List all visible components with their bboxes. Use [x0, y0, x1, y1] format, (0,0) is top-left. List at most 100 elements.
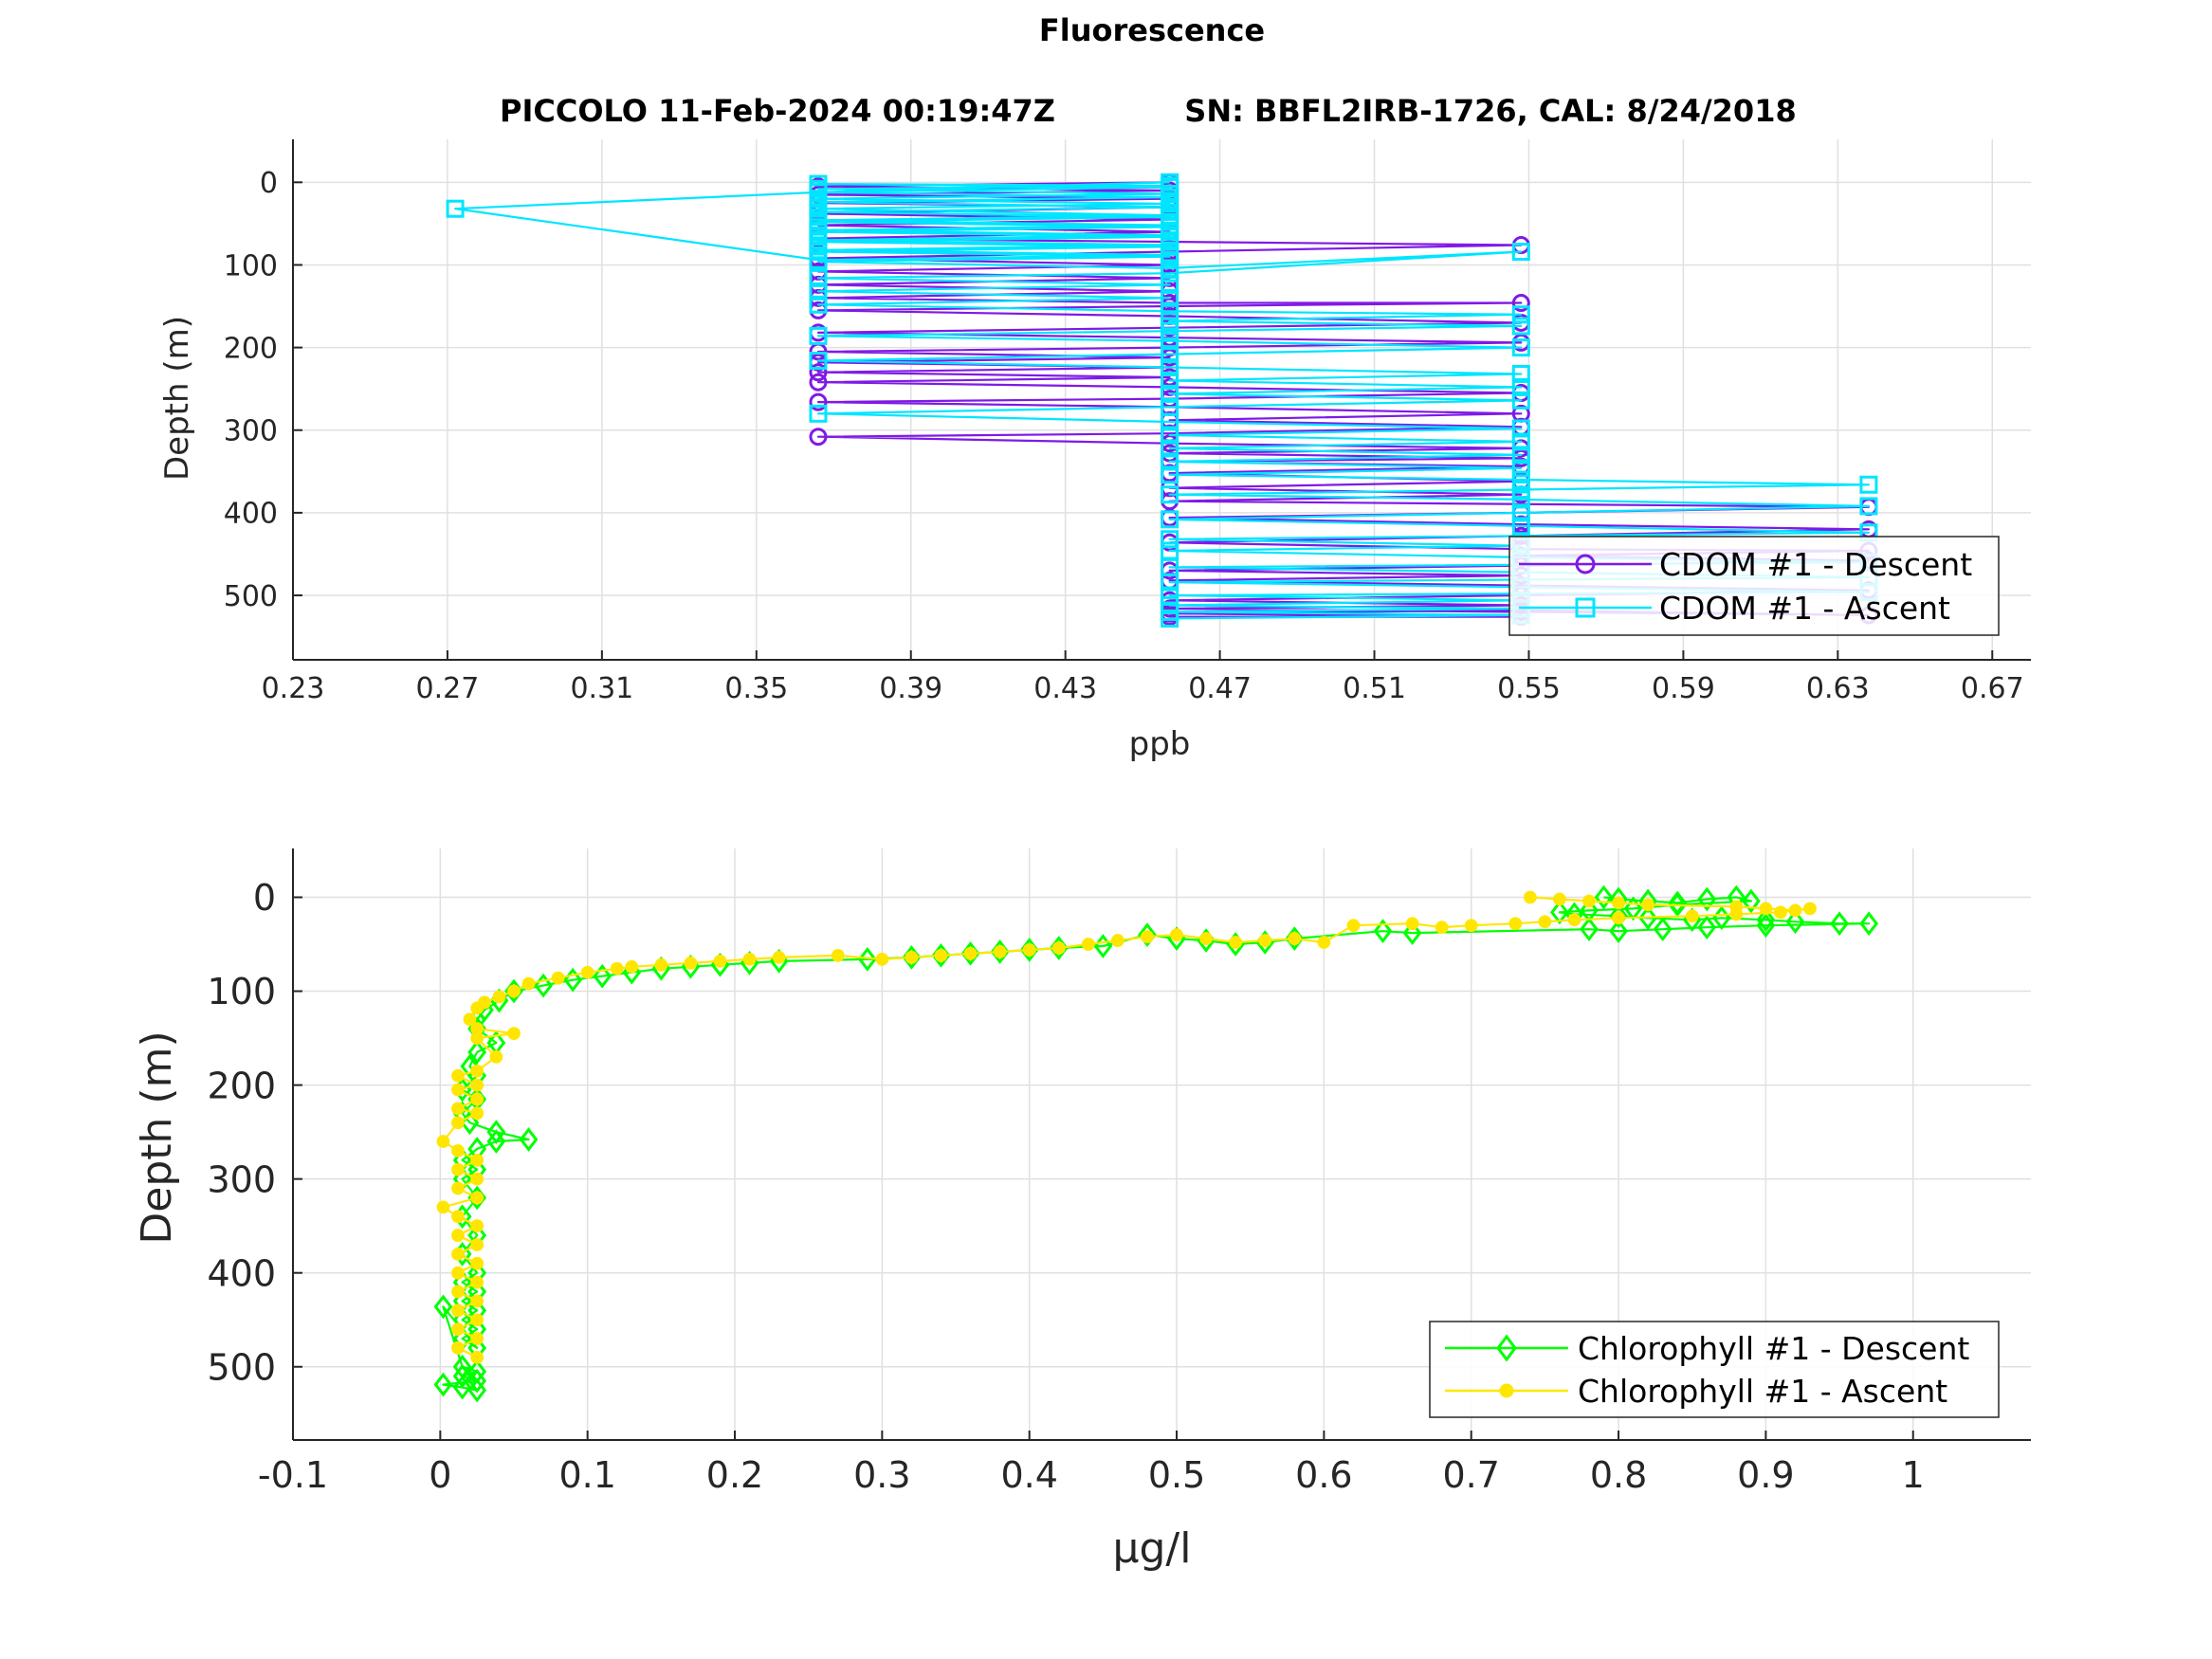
chlorophyll-data-point — [1346, 919, 1361, 933]
cdom-data-point — [1161, 288, 1179, 307]
chlorophyll-data-point — [486, 1120, 506, 1144]
chlorophyll-data-point — [451, 1285, 465, 1299]
chlorophyll-data-point — [1538, 915, 1552, 929]
cdom-data-point — [809, 295, 828, 314]
cdom-x-tick-label: 0.27 — [416, 672, 480, 705]
chlorophyll-data-point — [470, 1238, 484, 1251]
chlorophyll-data-point — [1288, 932, 1302, 945]
chlorophyll-data-point — [451, 1322, 465, 1337]
cdom-data-point — [809, 428, 828, 447]
cdom-legend-descent-marker — [1575, 554, 1596, 574]
cdom-data-point — [809, 241, 828, 260]
chlorophyll-data-point — [470, 1031, 484, 1045]
cdom-y-tick-label: 300 — [224, 415, 278, 448]
chlorophyll-data-point — [470, 1001, 484, 1015]
chlorophyll-data-point — [470, 1078, 484, 1092]
chlorophyll-x-tick-label: 0.5 — [1148, 1454, 1205, 1496]
chlorophyll-data-point — [507, 1027, 521, 1041]
cdom-legend-ascent-marker — [1575, 597, 1596, 618]
chlorophyll-data-point — [1759, 902, 1773, 916]
chlorophyll-data-point — [905, 950, 919, 964]
cdom-data-point — [1859, 475, 1878, 494]
chlorophyll-legend-ascent-label: Chlorophyll #1 - Ascent — [1578, 1373, 1947, 1410]
chlorophyll-data-point — [436, 1135, 450, 1148]
chlorophyll-data-point — [470, 1275, 484, 1289]
chlorophyll-data-point — [772, 950, 786, 964]
chlorophyll-data-point — [857, 947, 877, 972]
chlorophyll-data-point — [519, 1127, 539, 1152]
cdom-data-point — [809, 404, 828, 423]
chlorophyll-data-point — [1653, 917, 1673, 942]
chlorophyll-data-point — [470, 1064, 484, 1078]
chlorophyll-data-point — [433, 1372, 453, 1397]
cdom-data-point — [1511, 432, 1530, 451]
cdom-data-point — [809, 392, 828, 411]
chlorophyll-data-point — [684, 956, 698, 970]
chlorophyll-panel: -0.1 0 0.1 0.2 0.3 0.4 0.5 0.6 0.7 0.8 0.9 1 0 100 200… — [133, 848, 2031, 1573]
chlorophyll-data-point — [1668, 892, 1688, 918]
cdom-panel: 0.23 0.27 0.31 0.35 0.39 0.43 0.47 0.51 0.55 0.59… — [158, 139, 2031, 763]
cdom-data-point — [1161, 185, 1179, 204]
chlorophyll-data-point — [1859, 911, 1879, 937]
cdom-x-tick-label: 0.67 — [1961, 672, 2024, 705]
chlorophyll-data-point — [1199, 932, 1214, 945]
chlorophyll-data-point — [1402, 921, 1422, 946]
chlorophyll-x-tick-label: 0.8 — [1590, 1454, 1647, 1496]
chlorophyll-legend-descent-label: Chlorophyll #1 - Descent — [1578, 1330, 1969, 1367]
chlorophyll-data-point — [467, 1040, 487, 1065]
cdom-data-point — [809, 282, 828, 301]
cdom-data-point — [1161, 586, 1179, 605]
cdom-data-point — [1161, 301, 1179, 320]
chlorophyll-data-point — [1508, 917, 1523, 931]
cdom-legend-descent-label: CDOM #1 - Descent — [1659, 546, 1972, 583]
chlorophyll-data-point — [1051, 941, 1066, 955]
cdom-data-point — [809, 210, 828, 229]
cdom-data-point — [809, 230, 828, 249]
chlorophyll-data-point — [1641, 898, 1655, 912]
cdom-y-tick-label: 500 — [224, 580, 278, 613]
chlorophyll-data-point — [463, 1012, 477, 1027]
chlorophyll-data-point — [1229, 936, 1243, 949]
figure-subtitle-left: PICCOLO 11-Feb-2024 00:19:47Z — [500, 93, 1055, 129]
cdom-data-point — [1161, 236, 1179, 255]
chlorophyll-series-line — [442, 896, 1812, 1358]
cdom-data-point — [1161, 384, 1179, 403]
chlorophyll-data-point — [1141, 930, 1154, 944]
chlorophyll-data-point — [1803, 902, 1817, 916]
cdom-data-point — [1511, 470, 1530, 489]
cdom-x-tick-label: 0.51 — [1343, 672, 1406, 705]
chlorophyll-data-point — [1774, 905, 1787, 920]
cdom-data-point — [1511, 305, 1530, 324]
chlorophyll-data-point — [963, 947, 978, 960]
chlorophyll-data-point — [1022, 943, 1036, 957]
chlorophyll-data-point — [1435, 921, 1449, 935]
chlorophyll-data-point — [451, 1181, 465, 1195]
cdom-legend-box — [1508, 536, 2000, 636]
cdom-data-point — [1161, 397, 1179, 416]
chlorophyll-data-point — [452, 1375, 472, 1400]
chlorophyll-x-tick-label: 0.1 — [558, 1454, 615, 1496]
cdom-data-point — [1511, 517, 1530, 536]
chlorophyll-legend-descent-marker — [1496, 1334, 1517, 1362]
chlorophyll-legend: Chlorophyll #1 - Descent Chlorophyll #1 … — [1429, 1321, 2000, 1418]
chlorophyll-x-tick-label: 0.4 — [1000, 1454, 1057, 1496]
chlorophyll-y-tick-label: 500 — [207, 1346, 276, 1388]
chlorophyll-data-point — [1785, 909, 1805, 935]
cdom-data-point — [809, 250, 828, 269]
chlorophyll-data-point — [1609, 919, 1628, 944]
cdom-y-axis-label: Depth (m) — [158, 316, 196, 481]
chlorophyll-data-point — [1081, 938, 1095, 951]
cdom-series-line — [454, 181, 1871, 620]
chlorophyll-data-point — [1464, 919, 1478, 933]
cdom-data-point — [1161, 439, 1179, 458]
cdom-data-point — [1511, 480, 1530, 499]
chlorophyll-data-point — [1741, 888, 1761, 914]
chlorophyll-data-point — [433, 1294, 453, 1320]
cdom-data-point — [1161, 246, 1179, 264]
chlorophyll-y-tick-label: 0 — [253, 877, 276, 919]
cdom-x-tick-label: 0.43 — [1033, 672, 1097, 705]
cdom-data-point — [1511, 338, 1530, 357]
cdom-legend: CDOM #1 - Descent CDOM #1 - Ascent — [1508, 536, 2000, 636]
chlorophyll-x-axis-label: μg/l — [1113, 1524, 1192, 1573]
chlorophyll-data-point — [1317, 936, 1331, 949]
